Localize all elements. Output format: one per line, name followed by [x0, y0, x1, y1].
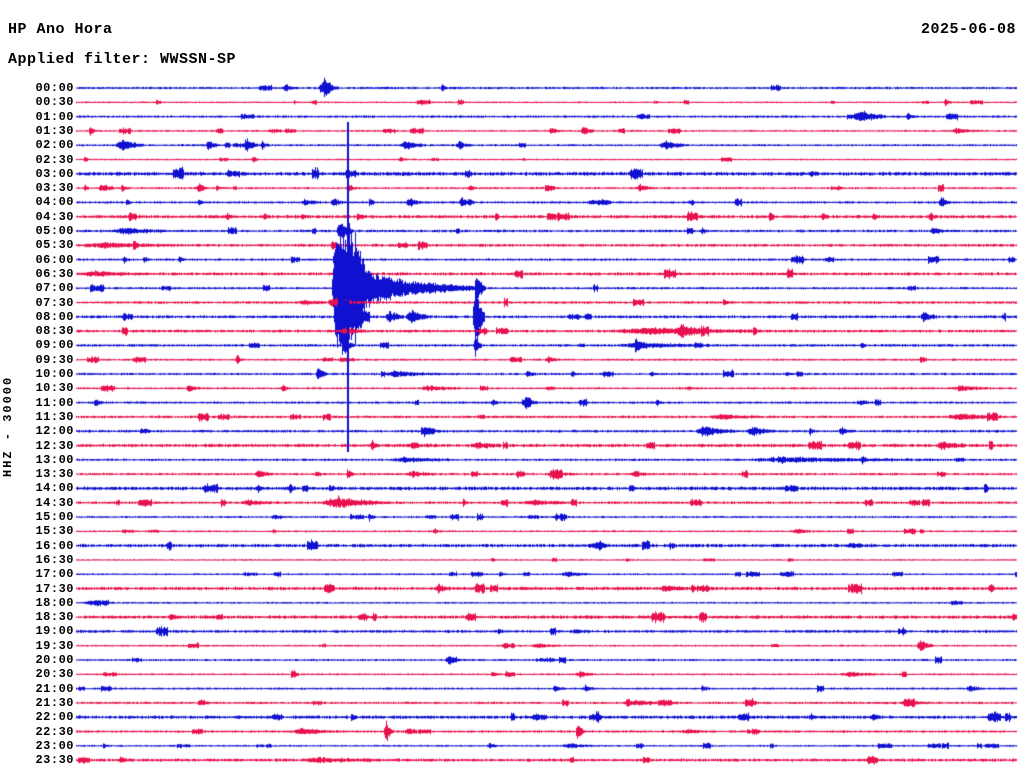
time-label: 18:30	[35, 610, 74, 625]
time-label: 21:00	[35, 681, 74, 696]
time-label: 02:30	[35, 152, 74, 167]
time-label: 00:00	[35, 81, 74, 95]
time-label: 05:00	[35, 224, 74, 238]
time-label: 08:30	[35, 324, 74, 339]
time-label: 11:30	[35, 409, 74, 424]
time-label: 07:00	[35, 281, 74, 296]
time-label: 14:00	[35, 481, 74, 496]
applied-filter-label: Applied filter: WWSSN-SP	[8, 51, 237, 68]
time-label: 07:30	[35, 295, 74, 310]
time-label: 19:30	[35, 638, 74, 653]
time-label: 11:00	[35, 395, 74, 410]
time-label: 09:00	[35, 338, 74, 353]
time-label: 16:00	[35, 538, 74, 553]
time-label: 01:00	[35, 109, 74, 124]
time-label: 15:00	[35, 510, 74, 524]
time-label: 09:30	[35, 352, 74, 367]
time-label: 01:30	[35, 123, 74, 138]
time-label: 13:30	[35, 467, 74, 482]
time-label: 20:30	[35, 667, 74, 682]
time-label: 13:00	[35, 452, 74, 467]
time-label: 10:30	[35, 381, 74, 396]
time-label: 12:30	[35, 438, 74, 453]
time-label: 19:00	[35, 624, 74, 639]
time-label: 06:00	[35, 252, 74, 267]
time-label: 05:30	[35, 238, 74, 253]
time-label: 23:00	[35, 738, 74, 753]
time-label: 21:30	[35, 695, 74, 710]
time-label: 10:00	[35, 367, 74, 381]
time-label: 16:30	[35, 552, 74, 567]
date-label: 2025-06-08	[920, 21, 1016, 38]
time-label: 23:30	[35, 753, 74, 768]
time-label: 22:00	[35, 710, 74, 725]
time-label: 03:00	[35, 166, 74, 181]
time-label: 08:00	[35, 309, 74, 324]
time-label: 04:30	[35, 209, 74, 224]
time-label: 12:00	[35, 424, 74, 439]
time-label: 14:30	[35, 495, 74, 510]
time-label: 22:30	[35, 724, 74, 739]
time-label: 17:00	[35, 567, 74, 582]
time-label: 20:00	[35, 653, 74, 667]
time-label: 17:30	[35, 581, 74, 596]
time-label: 06:30	[35, 266, 74, 281]
time-label: 04:00	[35, 195, 74, 210]
time-label: 00:30	[35, 95, 74, 110]
time-label: 15:30	[35, 524, 74, 539]
time-label: 03:30	[35, 181, 74, 196]
time-label: 18:00	[35, 595, 74, 610]
station-title: HP Ano Hora	[8, 21, 113, 38]
time-label: 02:00	[35, 138, 74, 153]
